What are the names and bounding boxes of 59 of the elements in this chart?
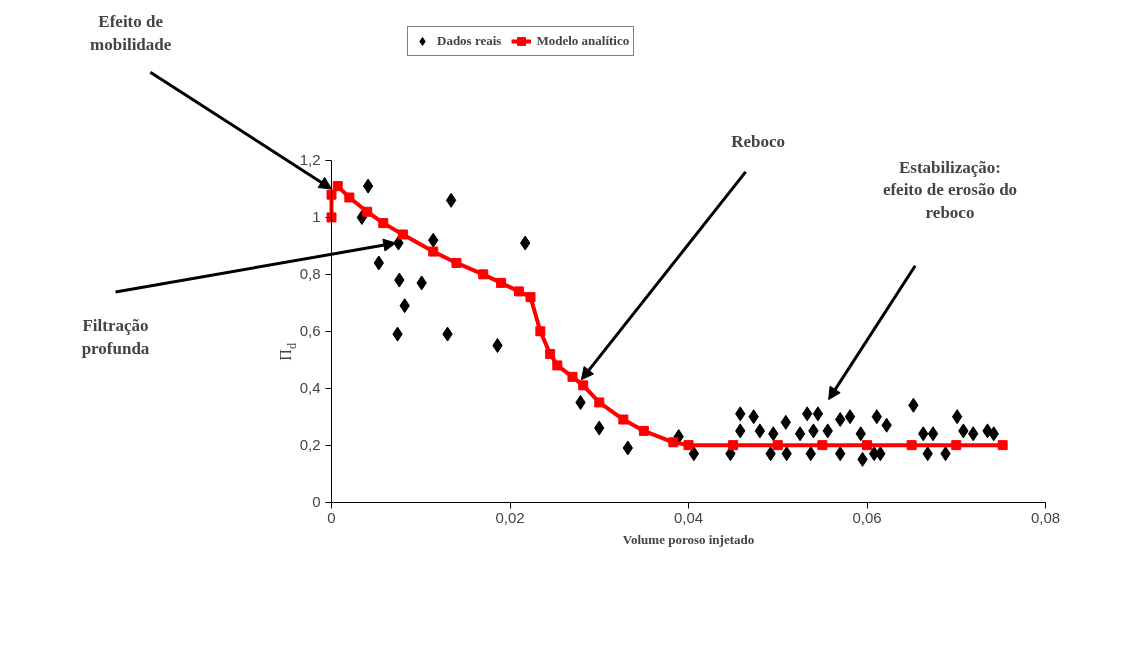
y-tick-label: 1,2 [299,151,321,169]
y-tick-label: 1 [312,208,321,226]
y-tick-label: 0 [312,493,321,511]
text: Filtração profunda [81,316,150,359]
point [683,440,694,451]
annotation: Reboco [731,132,786,152]
point [728,440,739,451]
point [326,212,337,223]
point [525,292,536,303]
point [594,397,605,408]
annotation: Estabilização: efeito de erosão do reboco [882,157,1018,223]
annotation: Efeito de mobilidade [90,12,172,55]
y-axis-title: Πd [276,342,299,361]
point [378,218,389,229]
x-tick-label: 0,04 [673,509,704,527]
point [397,229,408,240]
x-axis-title: Volume poroso injetado [622,531,755,547]
y-tick-label: 0,4 [299,379,321,397]
point [535,326,546,337]
point [545,349,556,360]
point [496,277,507,288]
point [862,440,872,451]
point [428,246,439,257]
point [478,269,489,280]
x-tick-label: 0,02 [495,509,525,527]
point [906,440,917,451]
point [772,440,783,451]
point [997,440,1008,451]
y-tick-label: 0,2 [299,436,321,454]
point [578,380,589,391]
point [513,286,524,297]
point [362,206,373,217]
point [618,414,629,425]
point [754,423,766,439]
point [326,189,337,200]
point [567,371,578,382]
point [794,426,806,442]
point [451,257,462,268]
point [951,440,962,451]
point [362,178,374,194]
point [638,425,649,436]
point [552,360,563,371]
point [668,437,679,448]
point [927,426,939,442]
point [344,192,355,203]
legend-label: Modelo analítico [536,33,630,49]
x-tick-label: 0,06 [852,509,882,527]
point [445,192,457,208]
x-tick-label: 0,08 [1030,509,1061,527]
point [332,181,343,192]
y-tick-label: 0,6 [299,322,321,340]
y-tick-label: 0,8 [299,265,321,283]
point [817,440,828,451]
point [812,406,824,422]
x-tick-label: 0 [327,509,336,527]
point [844,409,856,425]
point [688,446,700,462]
point [951,409,963,425]
legend-label: Dados reais [437,33,502,49]
